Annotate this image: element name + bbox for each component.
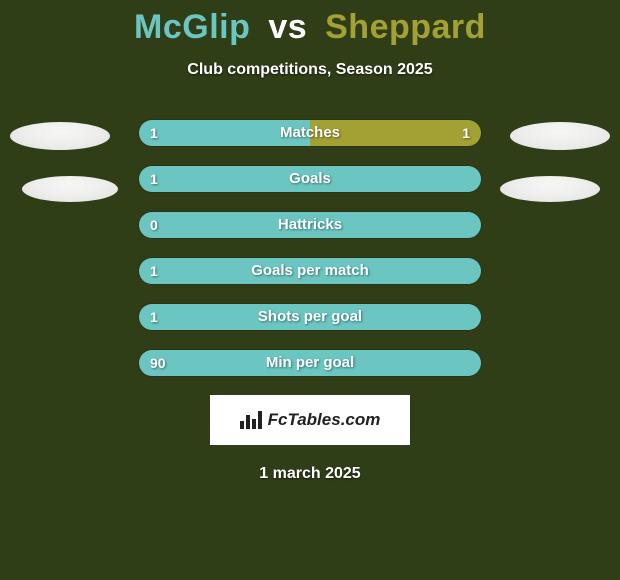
- stat-row: Hattricks0: [0, 211, 620, 239]
- stat-row: Min per goal90: [0, 349, 620, 377]
- logo-text: FcTables.com: [268, 410, 381, 430]
- date-label: 1 march 2025: [0, 465, 620, 483]
- stat-value-left: 1: [150, 165, 158, 193]
- page-title: McGlip vs Sheppard: [0, 0, 620, 47]
- stat-row: Goals per match1: [0, 257, 620, 285]
- vs-label: vs: [268, 8, 307, 46]
- stat-value-left: 1: [150, 257, 158, 285]
- stat-value-left: 90: [150, 349, 166, 377]
- stat-bar: [138, 165, 482, 193]
- stat-value-right: 1: [462, 119, 470, 147]
- stat-value-left: 1: [150, 119, 158, 147]
- stat-bar: [138, 349, 482, 377]
- stat-bar-right-fill: [310, 120, 481, 146]
- stat-bar: [138, 119, 482, 147]
- stat-bar-left-fill: [139, 258, 481, 284]
- stat-value-left: 0: [150, 211, 158, 239]
- stat-row: Goals1: [0, 165, 620, 193]
- player1-name: McGlip: [134, 8, 250, 46]
- stat-bar: [138, 257, 482, 285]
- stat-bar: [138, 303, 482, 331]
- stat-bar-left-fill: [139, 350, 481, 376]
- stat-bar-left-fill: [139, 212, 481, 238]
- subtitle: Club competitions, Season 2025: [0, 61, 620, 79]
- stat-value-left: 1: [150, 303, 158, 331]
- logo-box: FcTables.com: [210, 395, 410, 445]
- player2-name: Sheppard: [325, 8, 486, 46]
- stat-bar: [138, 211, 482, 239]
- logo-bars-icon: [240, 411, 262, 429]
- stat-bar-left-fill: [139, 120, 310, 146]
- stat-row: Matches11: [0, 119, 620, 147]
- stat-bar-left-fill: [139, 166, 481, 192]
- stats-area: Matches11Goals1Hattricks0Goals per match…: [0, 119, 620, 377]
- stat-bar-left-fill: [139, 304, 481, 330]
- stat-row: Shots per goal1: [0, 303, 620, 331]
